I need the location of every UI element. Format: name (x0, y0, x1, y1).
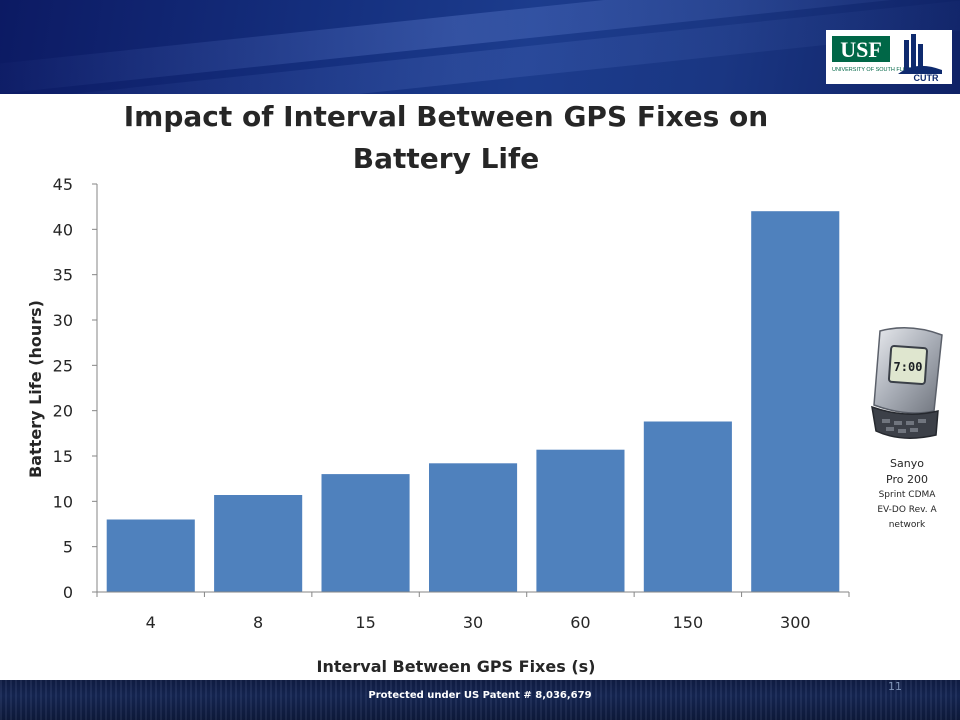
phone-image: 7:00 (866, 325, 950, 443)
x-tick-label: 30 (463, 613, 483, 632)
y-axis-title: Battery Life (hours) (26, 300, 45, 478)
phone-caption-network: network (888, 520, 926, 530)
phone-keys (882, 419, 926, 433)
phone-caption-carrier: Sprint CDMA (878, 490, 936, 500)
phone-screen (887, 344, 929, 386)
usf-logo-block (832, 36, 890, 62)
bar-8 (214, 495, 303, 592)
y-tick-label: 25 (53, 356, 73, 375)
y-tick-labels: 0 5 10 15 20 25 30 35 40 45 (53, 175, 73, 602)
x-axis-title: Interval Between GPS Fixes (s) (317, 657, 596, 676)
x-tick-label: 4 (146, 613, 156, 632)
phone-caption-brand: Sanyo (890, 457, 924, 470)
x-tick-label: 60 (570, 613, 590, 632)
sanyo-phone-picture: 7:00 (871, 327, 943, 439)
header-band (0, 0, 960, 94)
x-tick-label: 150 (673, 613, 704, 632)
footer-band (0, 680, 960, 720)
cutr-logo-mark (898, 34, 942, 74)
y-tick-label: 5 (63, 538, 73, 557)
bar-15 (321, 474, 410, 592)
patent-notice: Protected under US Patent # 8,036,679 (368, 690, 592, 701)
phone-caption-tech: EV-DO Rev. A (877, 505, 937, 515)
bar-group (106, 211, 840, 592)
usf-cutr-logo: USF UNIVERSITY OF SOUTH FLORIDA CUTR (826, 30, 952, 84)
phone-caption-model: Pro 200 (886, 473, 928, 486)
footer-texture (0, 680, 960, 720)
y-tick-label: 45 (53, 175, 73, 194)
logo-graphic: USF UNIVERSITY OF SOUTH FLORIDA CUTR (832, 34, 942, 83)
y-tick-label: 20 (53, 402, 73, 421)
bar-300 (751, 211, 840, 592)
y-tick-label: 30 (53, 311, 73, 330)
y-tick-label: 40 (53, 220, 73, 239)
bar-30 (429, 463, 518, 592)
y-tick-label: 15 (53, 447, 73, 466)
bar-60 (536, 449, 625, 592)
y-tick-label: 35 (53, 266, 73, 285)
slide-number: 11 (888, 680, 902, 693)
x-tick-label: 8 (253, 613, 263, 632)
y-tick-label: 10 (53, 492, 73, 511)
usf-logo-subtext: UNIVERSITY OF SOUTH FLORIDA (832, 67, 921, 73)
x-tick-label: 300 (780, 613, 811, 632)
phone-screen-time: 7:00 (894, 360, 923, 374)
bar-4 (106, 519, 195, 592)
bar-150 (643, 421, 732, 592)
usf-logo-text: USF (840, 37, 882, 62)
cutr-logo-text: CUTR (914, 73, 939, 83)
chart-axes (92, 183, 850, 597)
y-tick-label: 0 (63, 583, 73, 602)
x-tick-label: 15 (355, 613, 375, 632)
chart-title: Impact of Interval Between GPS Fixes on … (123, 100, 769, 175)
x-tick-labels: 4 8 15 30 60 150 300 (146, 613, 811, 632)
